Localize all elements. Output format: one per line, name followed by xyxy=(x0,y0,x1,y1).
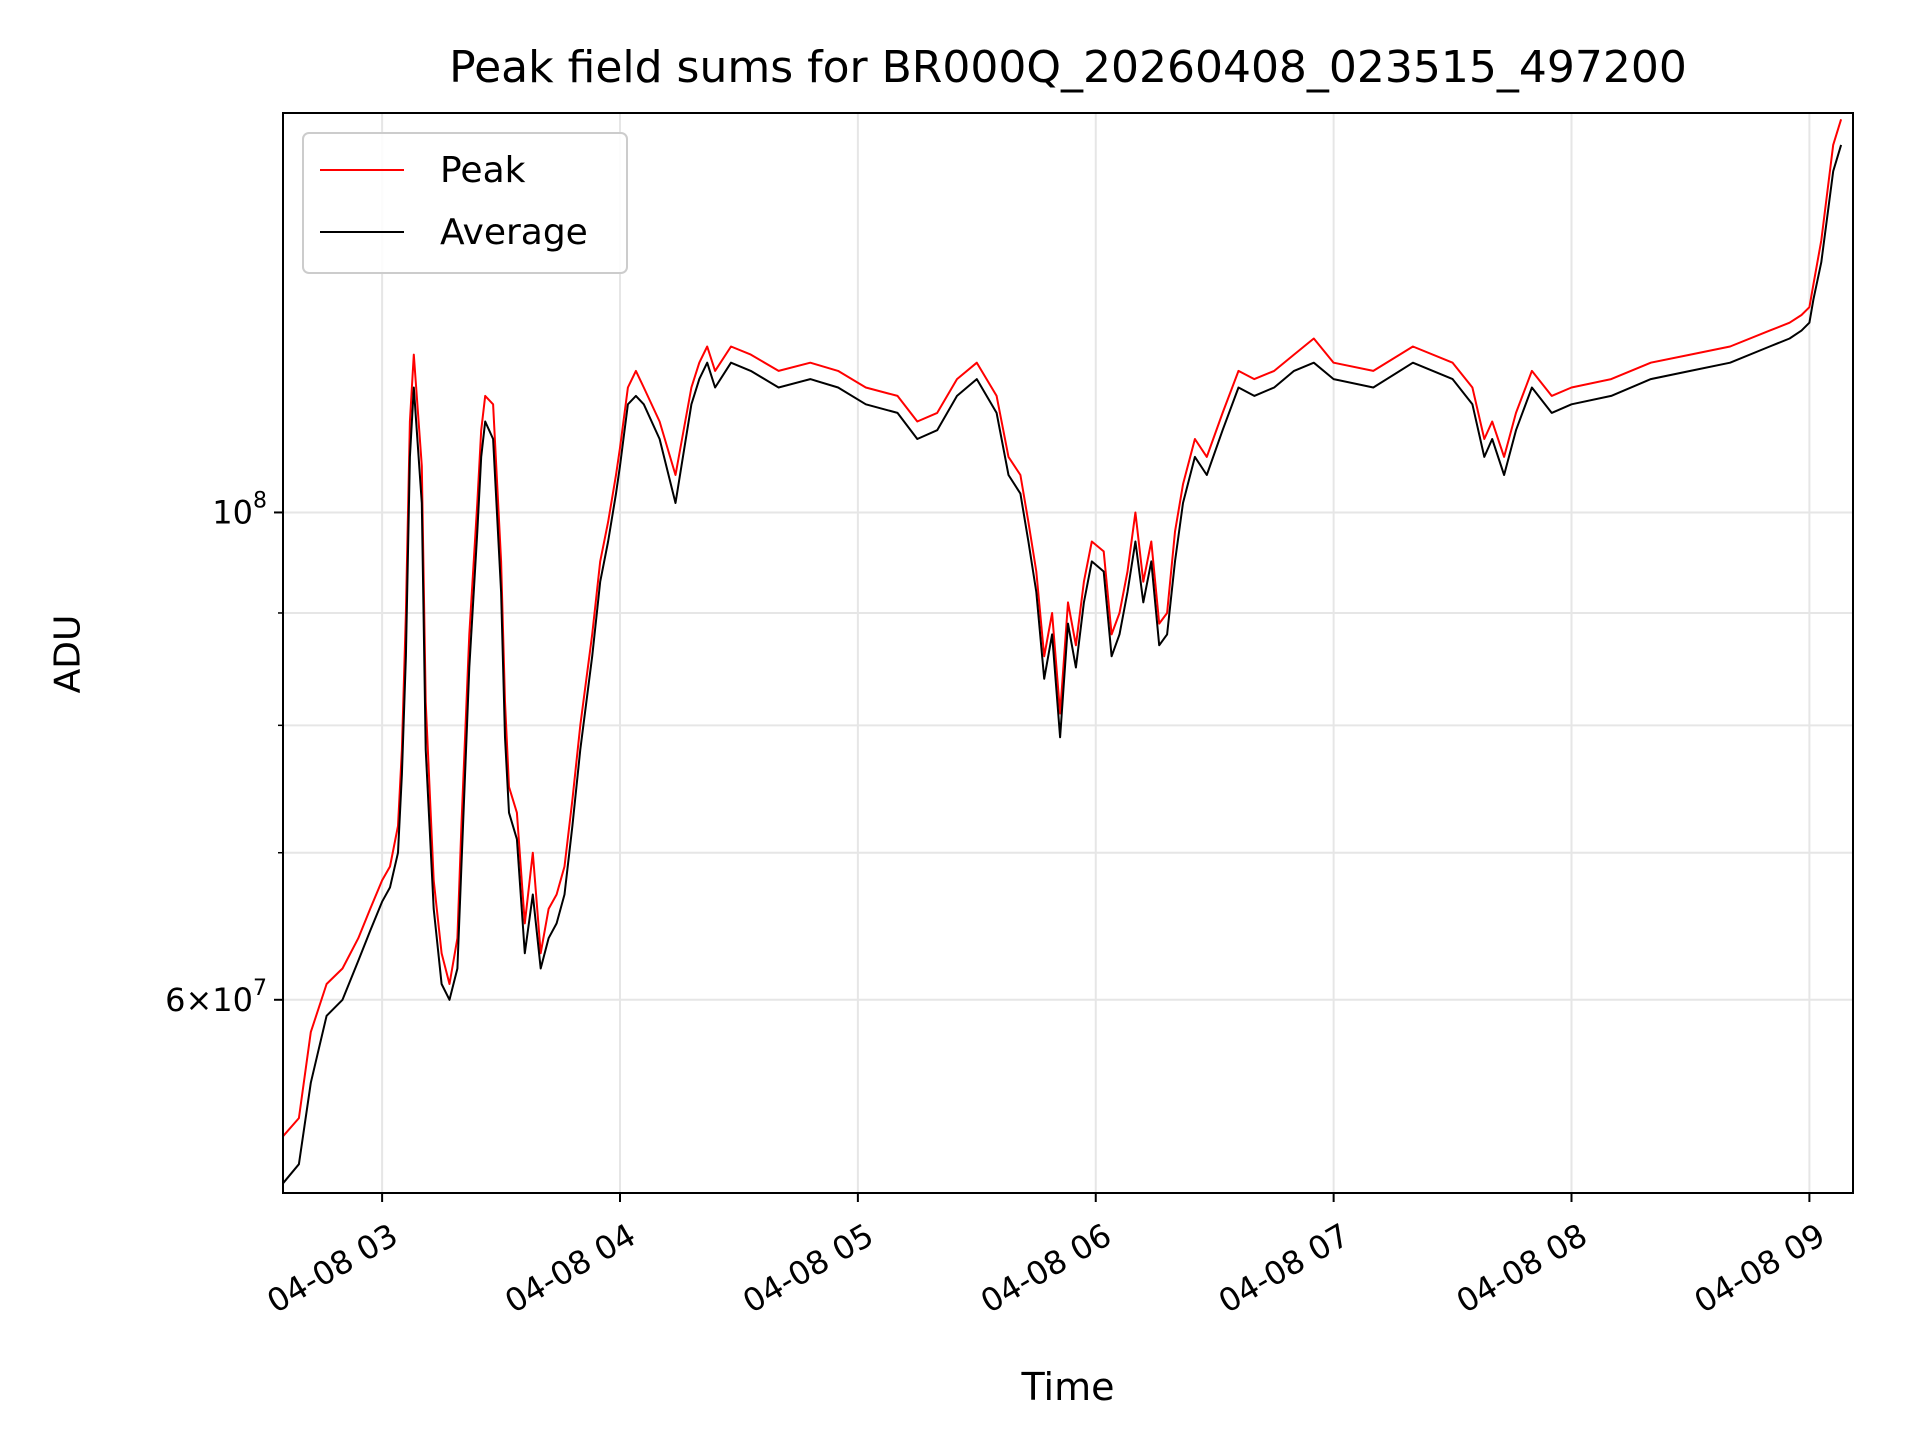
chart-title: Peak field sums for BR000Q_20260408_0235… xyxy=(449,42,1687,93)
x-tick-label: 04-08 05 xyxy=(736,1216,880,1321)
plot-frame xyxy=(282,112,1854,1194)
legend: Peak Average xyxy=(302,132,628,274)
y-tick-label: 108 xyxy=(212,488,267,531)
legend-label-peak: Peak xyxy=(440,150,526,191)
legend-label-average: Average xyxy=(440,212,588,253)
legend-box xyxy=(302,132,628,274)
x-tick-label: 04-08 07 xyxy=(1212,1216,1356,1321)
x-axis-label: Time xyxy=(1021,1365,1115,1409)
y-tick-exponent: 8 xyxy=(253,488,267,513)
x-tick-label: 04-08 08 xyxy=(1450,1216,1594,1321)
series-line-peak xyxy=(282,119,1843,1137)
x-tick-label: 04-08 03 xyxy=(261,1216,405,1321)
series-line-average xyxy=(282,144,1843,1184)
x-tick-label: 04-08 04 xyxy=(498,1216,642,1321)
y-tick-label: 6×107 xyxy=(165,976,267,1019)
x-tick-label: 04-08 09 xyxy=(1688,1216,1832,1321)
grid xyxy=(283,113,1853,1193)
x-tick-label: 04-08 06 xyxy=(974,1216,1118,1321)
y-tick-exponent: 7 xyxy=(253,976,267,1001)
